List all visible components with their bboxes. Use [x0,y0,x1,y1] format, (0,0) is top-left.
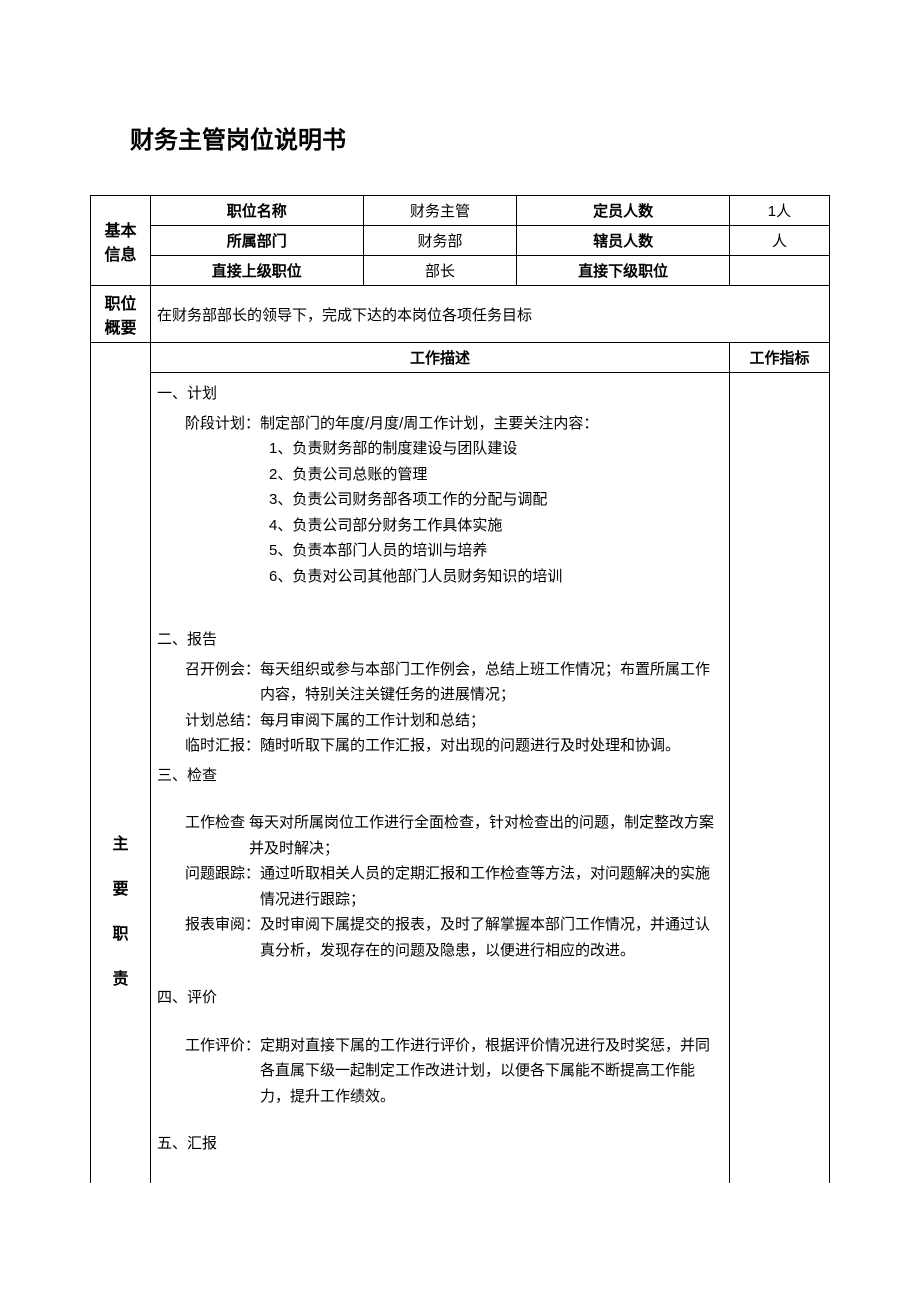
section-1-item-4: 4、负责公司部分财务工作具体实施 [157,513,723,539]
section-4-line-1: 工作评价： 定期对直接下属的工作进行评价，根据评价情况进行及时奖惩，并同各直属下… [157,1033,723,1110]
section-3-title: 三、检查 [157,763,723,789]
work-description-header: 工作描述 [151,343,730,373]
duties-sidebar-char-4: 责 [97,958,144,1003]
basic-info-row-3: 直接上级职位 部长 直接下级职位 [91,256,830,286]
section-2-line-1-text: 每天组织或参与本部门工作例会，总结上班工作情况；布置所属工作内容，特别关注关键任… [260,657,723,708]
section-2-line-1: 召开例会： 每天组织或参与本部门工作例会，总结上班工作情况；布置所属工作内容，特… [157,657,723,708]
section-4-title: 四、评价 [157,985,723,1011]
section-3-line-3: 报表审阅： 及时审阅下属提交的报表，及时了解掌握本部门工作情况，并通过认真分析，… [157,912,723,963]
duties-sidebar-char-3: 职 [97,913,144,958]
document-title: 财务主管岗位说明书 [130,120,830,155]
section-2-line-2-label: 计划总结： [185,708,260,734]
section-3-line-3-label: 报表审阅： [185,912,260,963]
section-4-line-1-text: 定期对直接下属的工作进行评价，根据评价情况进行及时奖惩，并同各直属下级一起制定工… [260,1033,723,1110]
section-2-title: 二、报告 [157,627,723,653]
duties-header-row: 主 要 职 责 工作描述 工作指标 [91,343,830,373]
department-label: 所属部门 [151,226,364,256]
summary-sidebar: 职位 概要 [91,286,151,343]
supervisor-value: 部长 [363,256,517,286]
section-4-line-1-label: 工作评价： [185,1033,260,1110]
department-value: 财务部 [363,226,517,256]
section-1-item-5: 5、负责本部门人员的培训与培养 [157,538,723,564]
section-3-line-2-text: 通过听取相关人员的定期汇报和工作检查等方法，对问题解决的实施情况进行跟踪； [260,861,723,912]
section-2-line-3-label: 临时汇报： [185,733,260,759]
section-3-line-3-text: 及时审阅下属提交的报表，及时了解掌握本部门工作情况，并通过认真分析，发现存在的问… [260,912,723,963]
section-2-line-3: 临时汇报： 随时听取下属的工作汇报，对出现的问题进行及时处理和协调。 [157,733,723,759]
subordinate-position-value [729,256,829,286]
section-3-line-2-label: 问题跟踪： [185,861,260,912]
basic-info-row-1: 基本 信息 职位名称 财务主管 定员人数 1人 [91,196,830,226]
job-description-table: 基本 信息 职位名称 财务主管 定员人数 1人 所属部门 财务部 辖员人数 人 … [90,195,830,1183]
duties-sidebar-char-2: 要 [97,868,144,913]
section-1-item-3: 3、负责公司财务部各项工作的分配与调配 [157,487,723,513]
section-3-line-1: 工作检查 每天对所属岗位工作进行全面检查，针对检查出的问题，制定整改方案并及时解… [157,810,723,861]
duties-sidebar: 主 要 职 责 [91,343,151,1183]
section-2-line-1-label: 召开例会： [185,657,260,708]
duties-content-row: 一、计划 阶段计划：制定部门的年度/月度/周工作计划，主要关注内容： 1、负责财… [91,373,830,1183]
position-name-label: 职位名称 [151,196,364,226]
indicators-content [730,373,830,1183]
summary-text: 在财务部部长的领导下，完成下达的本岗位各项任务目标 [151,286,830,343]
section-1-item-1: 1、负责财务部的制度建设与团队建设 [157,436,723,462]
position-summary-row: 职位 概要 在财务部部长的领导下，完成下达的本岗位各项任务目标 [91,286,830,343]
section-3-line-2: 问题跟踪： 通过听取相关人员的定期汇报和工作检查等方法，对问题解决的实施情况进行… [157,861,723,912]
section-1-item-2: 2、负责公司总账的管理 [157,462,723,488]
subordinate-position-label: 直接下级职位 [517,256,730,286]
subordinate-count-label: 辖员人数 [517,226,730,256]
section-3-line-1-text: 每天对所属岗位工作进行全面检查，针对检查出的问题，制定整改方案并及时解决； [249,810,723,861]
section-3-line-1-label: 工作检查 [185,810,245,861]
section-1-item-6: 6、负责对公司其他部门人员财务知识的培训 [157,564,723,590]
basic-info-sidebar: 基本 信息 [91,196,151,286]
duties-sidebar-char-1: 主 [97,823,144,868]
section-1-title: 一、计划 [157,381,723,407]
section-1-intro: 阶段计划：制定部门的年度/月度/周工作计划，主要关注内容： [157,411,723,437]
section-5-title: 五、汇报 [157,1131,723,1157]
headcount-label: 定员人数 [517,196,730,226]
section-2-line-2-text: 每月审阅下属的工作计划和总结； [260,708,723,734]
section-2-line-3-text: 随时听取下属的工作汇报，对出现的问题进行及时处理和协调。 [260,733,723,759]
subordinate-count-value: 人 [729,226,829,256]
section-2-line-2: 计划总结： 每月审阅下属的工作计划和总结； [157,708,723,734]
position-name-value: 财务主管 [363,196,517,226]
supervisor-label: 直接上级职位 [151,256,364,286]
duties-content: 一、计划 阶段计划：制定部门的年度/月度/周工作计划，主要关注内容： 1、负责财… [151,373,730,1183]
basic-info-row-2: 所属部门 财务部 辖员人数 人 [91,226,830,256]
work-indicator-header: 工作指标 [730,343,830,373]
headcount-value: 1人 [729,196,829,226]
